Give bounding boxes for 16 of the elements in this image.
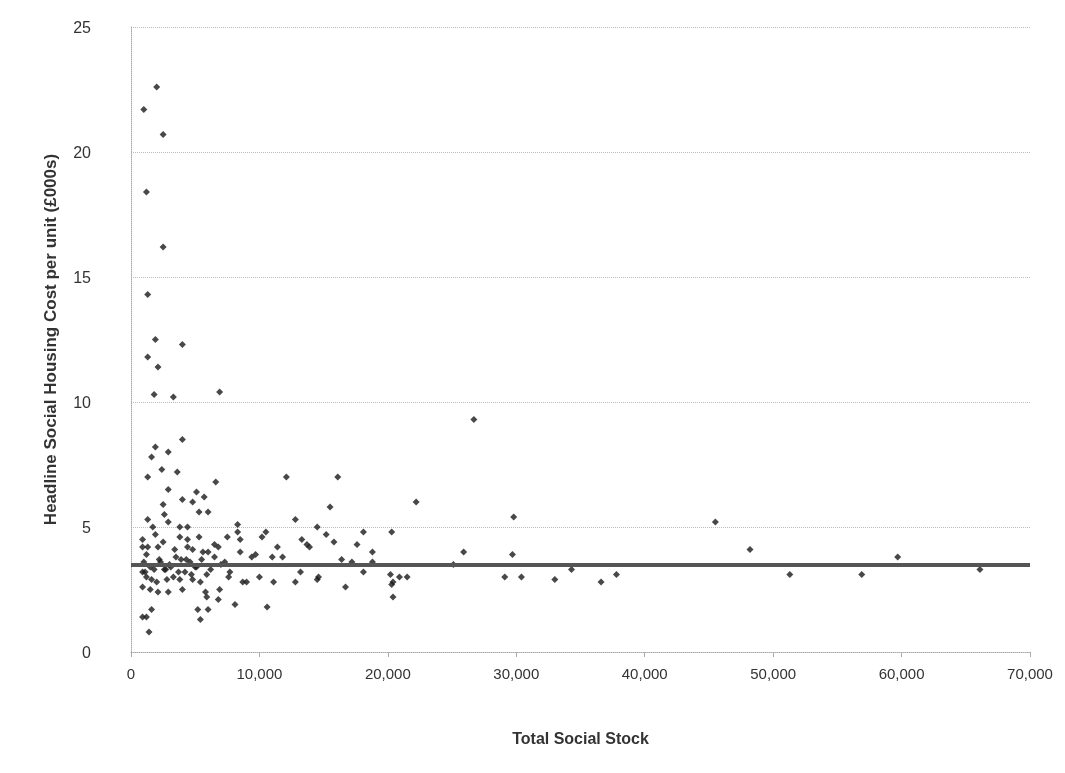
y-tick-label: 10 [73,393,92,411]
y-tick-label: 20 [73,143,92,161]
x-tick-label: 20,000 [364,665,411,682]
x-tick-label: 40,000 [621,665,668,682]
x-axis-title: Total Social Stock [512,729,649,747]
x-tick-label: 30,000 [493,665,540,682]
y-axis-title: Headline Social Housing Cost per unit (£000s) [41,153,60,526]
y-tick-label: 25 [73,18,92,36]
x-tick-label: 10,000 [236,665,283,682]
x-tick-label: 0 [126,665,136,682]
x-tick-label: 50,000 [750,665,797,682]
y-tick-label: 5 [82,518,92,536]
x-tick-label: 70,000 [1007,665,1053,682]
y-tick-label: 0 [82,643,92,661]
y-tick-label: 15 [73,268,92,286]
x-tick-label: 60,000 [878,665,925,682]
